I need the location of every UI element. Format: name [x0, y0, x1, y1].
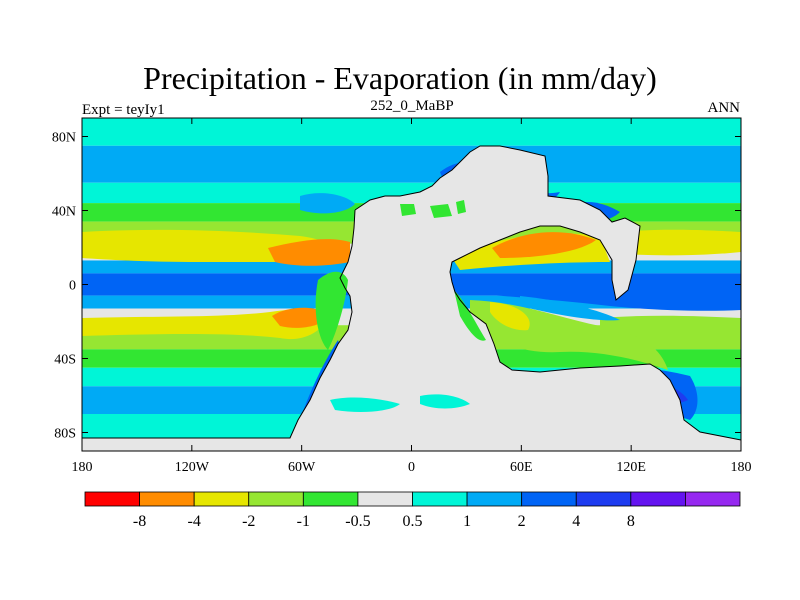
- colorbar-label: -2: [242, 513, 255, 530]
- y-axis: 80N 40N 0 40S 80S: [52, 131, 741, 442]
- colorbar-box-3: [248, 491, 304, 507]
- colorbar-label: 1: [463, 513, 471, 530]
- field-layer: [82, 118, 741, 451]
- dry-zone-n-tethys-yellow: [620, 229, 741, 256]
- y-tick-label: 80S: [54, 427, 76, 442]
- x-axis: 180 120W 60W 0 60E 120E 180: [72, 118, 752, 475]
- zonal-band-1: [82, 145, 741, 183]
- x-tick-label: 180: [731, 460, 752, 475]
- north-islands-green-3: [456, 200, 466, 214]
- north-islands-green: [400, 204, 416, 216]
- colorbar-box-9: [575, 491, 632, 507]
- coastline: [82, 145, 741, 441]
- colorbar-box-2: [193, 491, 250, 507]
- colorbar-box-1: [139, 491, 195, 507]
- dry-zone-s-pacific-orange: [272, 307, 330, 328]
- south-coast-cyan: [330, 397, 400, 412]
- colorbar-box-10: [630, 491, 686, 507]
- dry-zone-s-pacific-yellow: [82, 308, 330, 340]
- season-label: ANN: [707, 100, 741, 116]
- y-tick-label: 80N: [52, 131, 76, 146]
- land-coastal-green-west: [315, 271, 348, 350]
- x-tick-label: 180: [72, 460, 93, 475]
- colorbar-label: 0.5: [403, 513, 423, 530]
- colorbar-label: -1: [297, 513, 310, 530]
- colorbar-label: 2: [518, 513, 526, 530]
- colorbar-box-11: [685, 491, 741, 507]
- colorbar-box-4: [302, 491, 359, 507]
- southern-pangaea-yellow: [490, 302, 530, 331]
- pangaea-landmass: [82, 146, 741, 451]
- x-tick-label: 60W: [288, 460, 316, 475]
- case-label: 252_0_MaBP: [370, 98, 454, 114]
- zonal-band-2: [82, 182, 741, 204]
- colorbar-label: 8: [627, 513, 635, 530]
- colorbar: -8 -4 -2 -1 -0.5 0.5 1 2 4 8: [84, 491, 741, 530]
- colorbar-box-0: [84, 491, 140, 507]
- x-tick-label: 0: [408, 460, 415, 475]
- coastal-wet-features: [315, 200, 486, 412]
- x-tick-label: 60E: [510, 460, 533, 475]
- colorbar-label: -0.5: [345, 513, 370, 530]
- colorbar-label: -4: [188, 513, 201, 530]
- x-tick-label: 120W: [175, 460, 210, 475]
- y-tick-label: 40S: [54, 353, 76, 368]
- chart-title: Precipitation - Evaporation (in mm/day): [143, 60, 657, 96]
- north-islands-green-2: [430, 204, 452, 218]
- colorbar-label: 4: [572, 513, 580, 530]
- tethys-wet-lightblue: [520, 296, 620, 321]
- colorbar-box-7: [466, 491, 523, 507]
- y-tick-label: 40N: [52, 205, 76, 220]
- eastern-peninsula: [612, 218, 640, 300]
- dry-zone-s-tethys-green: [600, 315, 741, 337]
- dry-zone-n-pacific-orange: [268, 239, 350, 266]
- colorbar-box-8: [521, 491, 577, 507]
- colorbar-box-5: [357, 491, 413, 507]
- x-tick-label: 120E: [616, 460, 646, 475]
- y-tick-label: 0: [69, 279, 76, 294]
- dry-region-tethys-orange: [492, 232, 596, 258]
- colorbar-box-6: [412, 491, 468, 507]
- experiment-label: Expt = teyIy1: [82, 102, 165, 118]
- tethys-wet-blue: [455, 274, 741, 311]
- colorbar-label: -8: [133, 513, 146, 530]
- north-pacific-coast-lightblue: [300, 193, 355, 214]
- south-coast-cyan-2: [420, 394, 470, 409]
